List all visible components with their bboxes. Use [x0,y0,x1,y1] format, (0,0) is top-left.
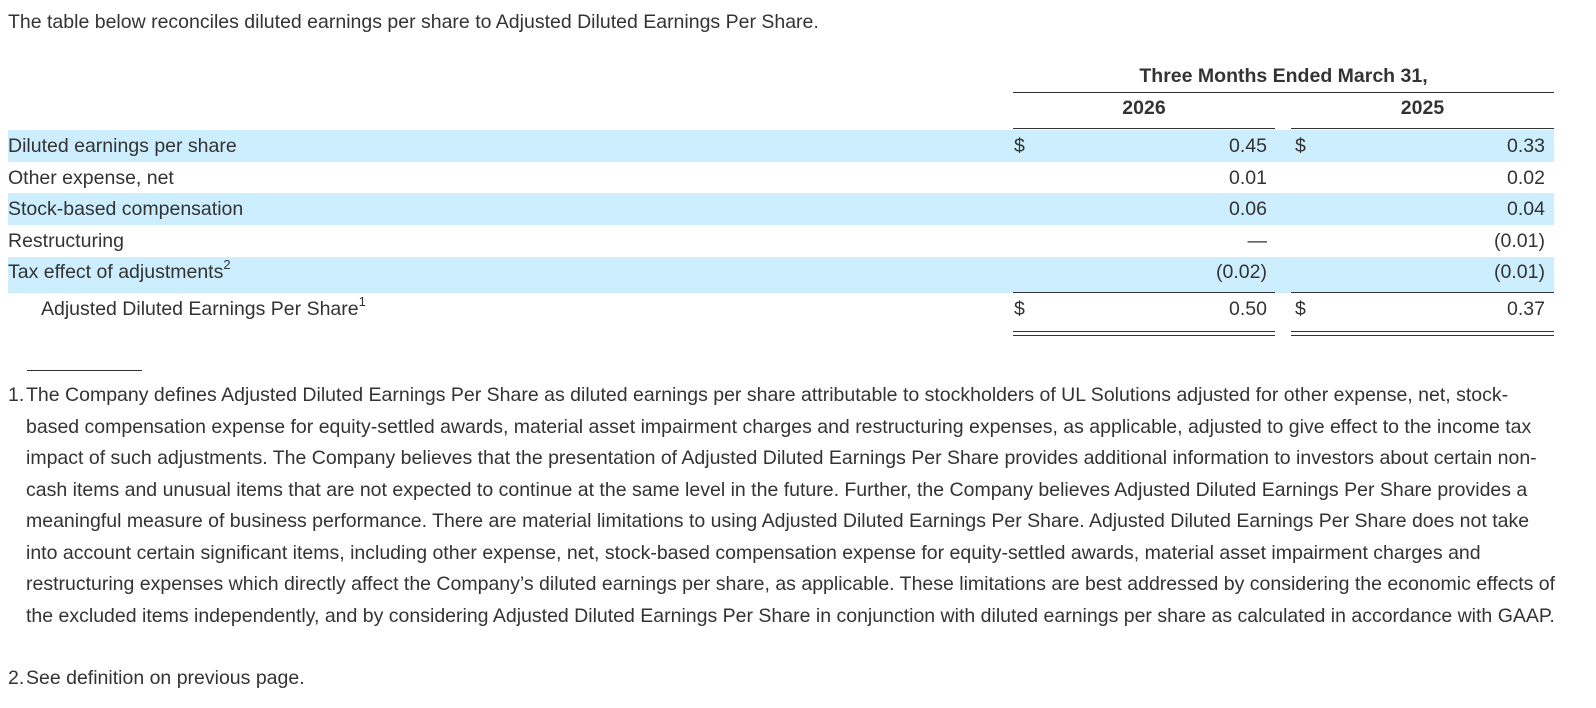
table-row-tax-effect: Tax effect of adjustments2 (0.02) (0.01) [8,257,1554,293]
value-2026: 0.50 [1229,298,1267,320]
currency-symbol: $ [1014,135,1025,157]
currency-symbol: $ [1295,135,1306,157]
year-header-2026: 2026 [1122,97,1166,119]
row-label: Adjusted Diluted Earnings Per Share1 [41,293,366,325]
footnote-number: 1. [8,384,25,406]
footnote-ref: 1 [358,293,366,309]
footnote-number: 2. [8,667,25,689]
value-2026: 0.06 [1229,198,1267,220]
value-2025: 0.33 [1507,135,1545,157]
footnote-separator [27,370,142,371]
value-2026: 0.45 [1229,135,1267,157]
total-double-rule-2026 [1013,331,1275,336]
currency-symbol: $ [1014,298,1025,320]
value-2026: 0.01 [1229,167,1267,189]
value-2025: (0.01) [1494,230,1545,252]
row-label: Other expense, net [8,167,174,189]
value-2025: 0.02 [1507,167,1545,189]
footnote-ref: 2 [223,256,231,272]
footnote-2: 2. See definition on previous page. [8,663,1558,695]
row-label: Diluted earnings per share [8,135,237,157]
footnote-text: See definition on previous page. [26,667,305,689]
subtotal-rule-2025 [1291,292,1554,293]
table-row-stock-comp: Stock-based compensation 0.06 0.04 [8,193,1554,225]
year-rule-2025 [1291,128,1554,129]
value-2026: (0.02) [1216,261,1267,283]
period-header: Three Months Ended March 31, [1139,65,1428,87]
table-row-restructuring: Restructuring — (0.01) [8,225,1554,257]
value-2025: (0.01) [1494,261,1545,283]
total-double-rule-2025 [1291,331,1554,336]
row-label-text: Adjusted Diluted Earnings Per Share [41,298,359,320]
value-2025: 0.04 [1507,198,1545,220]
value-2026: — [1247,230,1268,252]
year-rule-2026 [1013,128,1275,129]
footnote-1: 1. The Company defines Adjusted Diluted … [8,380,1558,632]
table-row-other-expense: Other expense, net 0.01 0.02 [8,162,1554,194]
subtotal-rule-2026 [1013,292,1275,293]
table-row-adjusted-eps: Adjusted Diluted Earnings Per Share1 $ 0… [8,293,1554,325]
header-rule [1013,92,1554,93]
row-label: Restructuring [8,230,124,252]
row-label-text: Tax effect of adjustments [8,261,224,283]
row-label: Stock-based compensation [8,198,244,220]
footnote-text: The Company defines Adjusted Diluted Ear… [26,384,1556,627]
intro-text: The table below reconciles diluted earni… [8,11,819,33]
year-header-2025: 2025 [1400,97,1445,119]
currency-symbol: $ [1295,298,1306,320]
row-label: Tax effect of adjustments2 [8,257,231,287]
table-row-diluted-eps: Diluted earnings per share $ 0.45 $ 0.33 [8,130,1554,162]
value-2025: 0.37 [1507,298,1545,320]
